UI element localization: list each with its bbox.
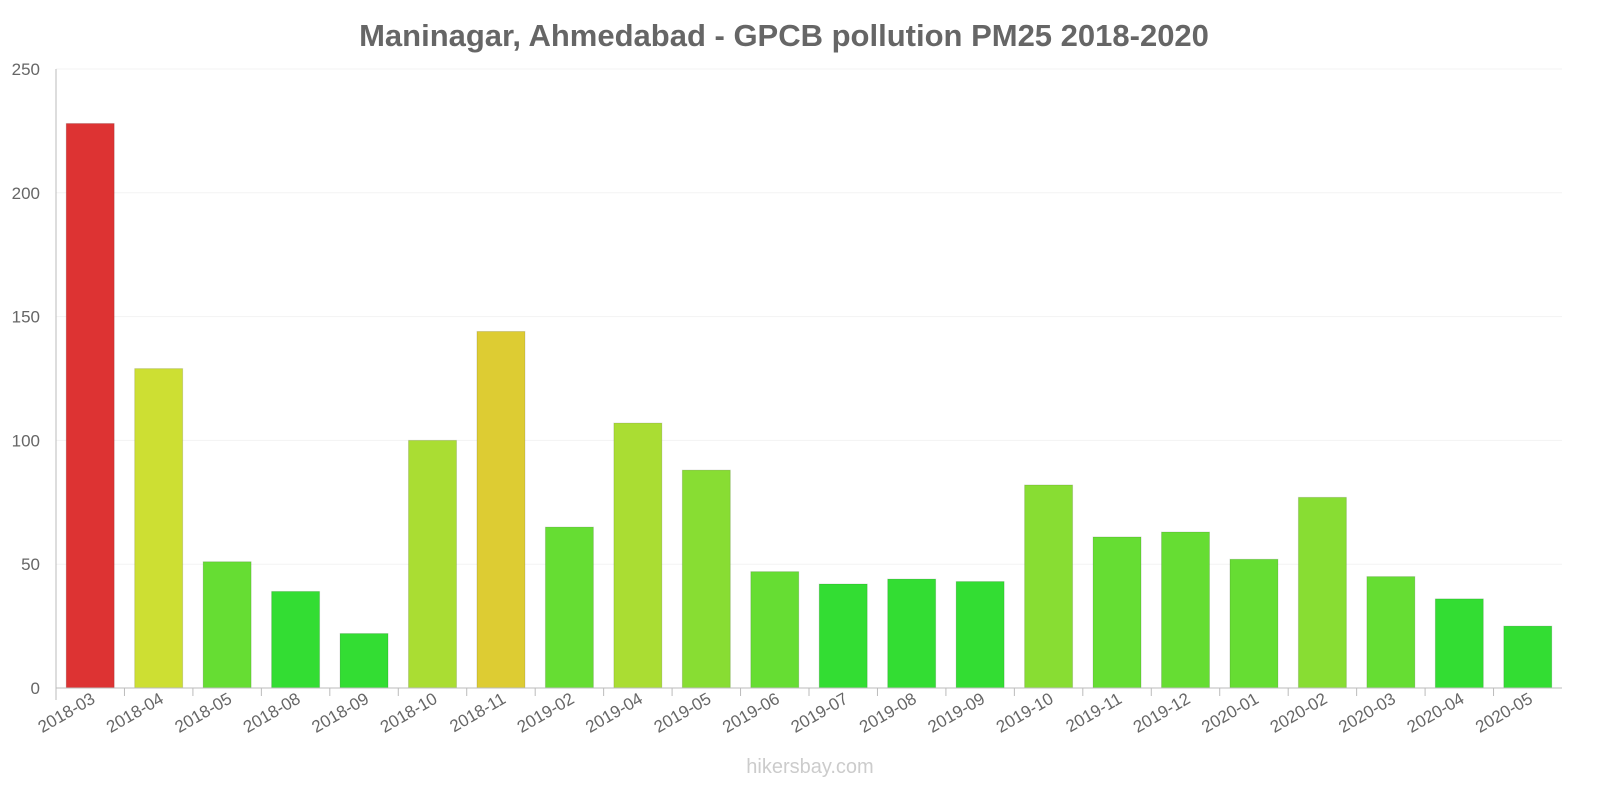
bar	[408, 439, 457, 689]
y-tick-label: 100	[12, 431, 40, 450]
bars	[65, 122, 1553, 689]
x-tick-label: 2018-10	[377, 689, 441, 737]
x-tick-label: 2020-05	[1472, 689, 1536, 737]
bar	[544, 526, 594, 689]
grid-lines	[56, 68, 1562, 565]
x-tick-label: 2019-06	[719, 689, 783, 737]
bar	[1161, 531, 1210, 689]
x-tick-label: 2018-08	[240, 689, 304, 737]
bar	[955, 581, 1005, 689]
x-tick-label: 2019-10	[993, 689, 1057, 737]
bar	[681, 469, 731, 689]
bar	[1024, 484, 1074, 689]
bar	[202, 561, 252, 689]
chart-title: Maninagar, Ahmedabad - GPCB pollution PM…	[359, 18, 1209, 53]
x-tick-label: 2018-09	[309, 689, 373, 737]
bar	[65, 122, 115, 689]
bar	[1434, 598, 1484, 689]
x-tick-label: 2020-01	[1198, 689, 1262, 737]
x-tick-label: 2018-11	[447, 689, 509, 736]
y-tick-label: 0	[31, 679, 40, 698]
x-tick-label: 2019-07	[788, 689, 852, 737]
x-tick-label: 2019-05	[651, 689, 715, 737]
x-tick-label: 2018-03	[35, 689, 99, 737]
y-axis: 0 50 100 150 200 250	[12, 60, 57, 700]
x-tick-label: 2020-02	[1267, 689, 1331, 737]
bar	[1092, 536, 1142, 689]
bar	[134, 368, 184, 689]
bar	[750, 571, 800, 689]
y-tick-label: 200	[12, 184, 40, 203]
x-tick-label: 2018-04	[103, 689, 167, 737]
x-tick-label: 2020-03	[1335, 689, 1399, 737]
bar	[1366, 576, 1416, 689]
x-tick-label: 2019-11	[1063, 689, 1125, 736]
bar	[339, 633, 389, 689]
bar	[818, 583, 868, 689]
bar	[1297, 496, 1347, 689]
bar	[887, 578, 937, 689]
x-tick-label: 2019-04	[582, 689, 646, 737]
x-tick-label: 2019-12	[1130, 689, 1194, 737]
bar	[613, 422, 663, 689]
bar	[271, 590, 321, 689]
x-tick-label: 2020-04	[1404, 689, 1468, 737]
x-tick-label: 2019-08	[856, 689, 920, 737]
y-tick-label: 150	[12, 308, 40, 327]
y-tick-label: 50	[21, 555, 40, 574]
bar	[476, 330, 526, 689]
x-tick-label: 2018-05	[172, 689, 236, 737]
x-tick-label: 2019-09	[925, 689, 989, 737]
bar	[1229, 558, 1279, 689]
x-tick-label: 2019-02	[514, 689, 578, 737]
y-tick-label: 250	[12, 60, 40, 79]
x-axis: 2018-03 2018-04 2018-05 2018-08 2018-09 2018-…	[35, 687, 1562, 737]
watermark: hikersbay.com	[746, 756, 873, 778]
bar	[1503, 625, 1553, 689]
